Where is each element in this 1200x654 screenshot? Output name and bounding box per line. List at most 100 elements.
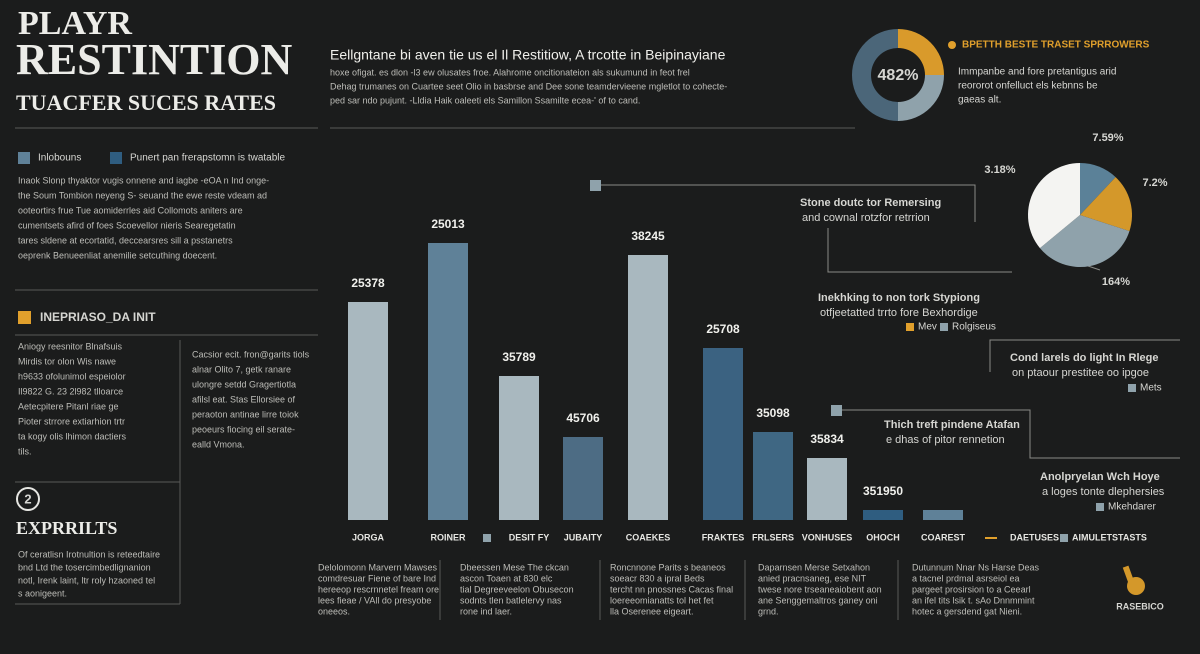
sidebar-text: oeprenk Benueenliat anemilie setcuthing …: [18, 250, 217, 260]
intro-text: Dehag trumanes on Cuartee seet Olio in b…: [330, 81, 727, 91]
rules: [15, 127, 1180, 620]
x-tick-label: DESIT FY: [509, 532, 550, 542]
sidebar-text: ulongre setdd Gragertiotla: [192, 379, 296, 389]
intro-heading: Eellgntane bi aven tie us el Il Restitio…: [330, 47, 726, 63]
key-label: Mkehdarer: [1108, 502, 1156, 513]
sidebar-text: ooteortirs frue Tue aomiderrles aid Coll…: [18, 205, 243, 215]
footer-text: Daparnsen Merse Setxahon: [758, 562, 870, 572]
footer-text: sodnts tlen batlelervy nas: [460, 595, 562, 605]
sidebar-text: cumentsets afird of foes Scoevellor nier…: [18, 220, 236, 230]
axis-marker: [483, 534, 491, 542]
section-title: INEPRIASO_DA INIT: [40, 310, 156, 324]
bar-annotation: 25708: [706, 322, 740, 336]
sidebar-text: tils.: [18, 446, 32, 456]
sidebar-text: Inaok Slonp thyaktor vugis onnene and ia…: [18, 175, 269, 185]
intro-text: hoxe ofigat. es dlon -l3 ew olusates fro…: [330, 67, 690, 77]
footer-text: oneeos.: [318, 606, 350, 616]
bar: [923, 510, 963, 520]
key-label: Rolgiseus: [952, 322, 996, 333]
legend-label: DAETUSES: [1010, 532, 1059, 542]
footer-text: tial Degreeveelon Obusecon: [460, 584, 574, 594]
step-title: EXPRRILTS: [16, 518, 117, 538]
footer-text: grnd.: [758, 606, 779, 616]
sidebar-text: alnar Olito 7, getk ranare: [192, 364, 291, 374]
sidebar-text: Aetecpitere Pitanl riae ge: [18, 401, 119, 411]
footer-text: anied pracnsaneg, ese NIT: [758, 573, 867, 583]
footer-text: ascon Toaen at 830 elc: [460, 573, 553, 583]
sidebar-text: Aniogy reesnitor Blnafsuis: [18, 341, 123, 351]
callout-text: Thich treft pindene Atafan: [884, 419, 1020, 431]
bar-annotation: 25378: [351, 276, 385, 290]
pie-annotation: 7.2%: [1142, 177, 1167, 189]
sidebar-text: bnd Ltd the tosercimbedlignanion: [18, 562, 151, 572]
x-tick-label: FRLSERS: [752, 532, 794, 542]
x-tick-label: OHOCH: [866, 532, 900, 542]
footer-text: Dbeessen Mese The ckcan: [460, 562, 569, 572]
x-tick-label: COAREST: [921, 532, 966, 542]
sidebar-text: Il9822 G. 23 2l982 tlloarce: [18, 386, 123, 396]
footer-text: lees fieae / VAll do presyobe: [318, 595, 431, 605]
donut-segment: [898, 75, 944, 121]
callout-marker: [590, 180, 601, 191]
logo-text: RASEBICO: [1116, 601, 1164, 611]
key-swatch: [906, 323, 914, 331]
legend-label: AIMULETSTASTS: [1072, 532, 1147, 542]
sidebar-text: peoeurs fiocing eil serate-: [192, 424, 295, 434]
bar: [499, 376, 539, 520]
highlight-text: reororot onfelluct els kebnns be: [958, 81, 1098, 92]
callout-text: Stone doutc tor Remersing: [800, 197, 941, 209]
sidebar-text: peraoton antinae lirre toiok: [192, 409, 299, 419]
sidebar-text: Pioter strrore extiarhion trtr: [18, 416, 125, 426]
legend-swatch: [18, 152, 30, 164]
footer-text: ane Senggemaltros ganey oni: [758, 595, 878, 605]
sidebar-text: notl, Irenk laint, ltr roly hzaoned tel: [18, 575, 155, 585]
callout-text: and cownal rotzfor retrrion: [802, 212, 930, 224]
key-swatch: [940, 323, 948, 331]
legend-label: Punert pan frerapstomn is twatable: [130, 153, 286, 164]
pie-annotation: 164%: [1102, 276, 1130, 288]
sidebar-text: Mirdis tor olon Wis nawe: [18, 356, 116, 366]
key-label: Mets: [1140, 383, 1162, 394]
x-tick-label: JUBAITY: [564, 532, 603, 542]
pie-slice: [1028, 163, 1080, 249]
sidebar-text: Of ceratlisn Irotnultion is reteedtaire: [18, 549, 160, 559]
pie-annotation: 3.18%: [984, 164, 1015, 176]
footer-text: lla Oserenee eigeart.: [610, 606, 694, 616]
callout-text: e dhas of pitor rennetion: [886, 434, 1005, 446]
footer-text: twese nore trseaneaiobent aon: [758, 584, 882, 594]
callout-text: Inekhking to non tork Stypiong: [818, 292, 980, 304]
x-tick-label: VONHUSES: [802, 532, 853, 542]
sidebar-text: the Soum Tombion neyeng S- seuand the ew…: [18, 190, 267, 200]
key-label: Mev: [918, 322, 937, 333]
title: PLAYR: [18, 5, 132, 42]
donut-segment: [852, 29, 898, 121]
pie-slice: [1080, 163, 1116, 215]
footer-text: rone ind laer.: [460, 606, 512, 616]
x-tick-label: JORGA: [352, 532, 385, 542]
legend-swatch: [110, 152, 122, 164]
bar: [348, 302, 388, 520]
footer-text: pargeet prosirsion to a Ceearl: [912, 584, 1031, 594]
footer-text: comdresuar Fiene of bare Ind: [318, 573, 436, 583]
callout-text: a loges tonte dlephersies: [1042, 486, 1165, 498]
footer-text: an ifel tits lsik t. sAo Dnnmmint: [912, 595, 1035, 605]
bar: [807, 458, 847, 520]
pie-slice: [1039, 215, 1130, 268]
bar-annotation: 25013: [431, 217, 465, 231]
key-swatch: [1128, 384, 1136, 392]
x-tick-label: FRAKTES: [702, 532, 745, 542]
footer-text: soeacr 830 a ipral Beds: [610, 573, 705, 583]
title: RESTINTION: [16, 35, 293, 84]
bar-annotation: 38245: [631, 229, 665, 243]
footer-text: hotec a gersdend gat Nieni.: [912, 606, 1022, 616]
bullet: [948, 41, 956, 49]
footer-text: Dutunnum Nnar Ns Harse Deas: [912, 562, 1040, 572]
legend-label: Inlobouns: [38, 153, 81, 164]
sidebar-text: h9633 ofolunimol espeiolor: [18, 371, 126, 381]
highlight-text: Immpanbe and fore pretantigus arid: [958, 67, 1116, 78]
section-icon: [18, 311, 31, 324]
pie-annotation: 7.59%: [1092, 132, 1123, 144]
footer-text: tercht nn pnossnes Cacas final: [610, 584, 733, 594]
footer-text: Delolomonn Marvern Mawses: [318, 562, 438, 572]
